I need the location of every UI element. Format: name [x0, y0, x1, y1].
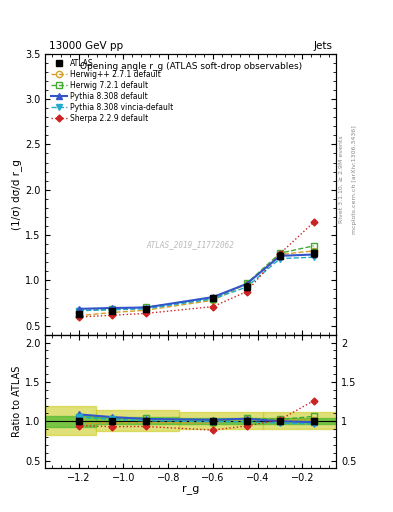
Text: ATLAS_2019_I1772062: ATLAS_2019_I1772062: [147, 240, 235, 249]
Legend: ATLAS, Herwig++ 2.7.1 default, Herwig 7.2.1 default, Pythia 8.308 default, Pythi: ATLAS, Herwig++ 2.7.1 default, Herwig 7.…: [48, 57, 176, 125]
Y-axis label: Ratio to ATLAS: Ratio to ATLAS: [12, 366, 22, 437]
Text: Opening angle r_g (ATLAS soft-drop observables): Opening angle r_g (ATLAS soft-drop obser…: [79, 62, 302, 71]
Y-axis label: (1/σ) dσ/d r_g: (1/σ) dσ/d r_g: [11, 159, 22, 230]
Text: Rivet 3.1.10, ≥ 2.9M events: Rivet 3.1.10, ≥ 2.9M events: [339, 135, 344, 223]
Text: 13000 GeV pp: 13000 GeV pp: [49, 41, 123, 51]
Text: mcplots.cern.ch [arXiv:1306.3436]: mcplots.cern.ch [arXiv:1306.3436]: [352, 125, 357, 233]
Text: Jets: Jets: [313, 41, 332, 51]
X-axis label: r_g: r_g: [182, 485, 199, 495]
